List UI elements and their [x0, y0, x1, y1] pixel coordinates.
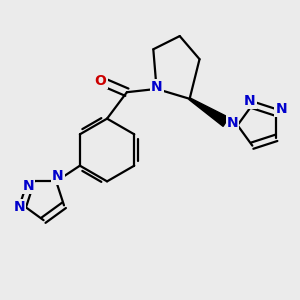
Text: N: N	[14, 200, 25, 214]
Text: O: O	[94, 74, 106, 88]
Polygon shape	[189, 98, 229, 126]
Text: N: N	[151, 80, 162, 94]
Text: N: N	[275, 102, 287, 116]
Text: N: N	[244, 94, 256, 107]
Text: N: N	[227, 116, 239, 130]
Text: N: N	[52, 169, 64, 183]
Text: N: N	[22, 178, 34, 193]
